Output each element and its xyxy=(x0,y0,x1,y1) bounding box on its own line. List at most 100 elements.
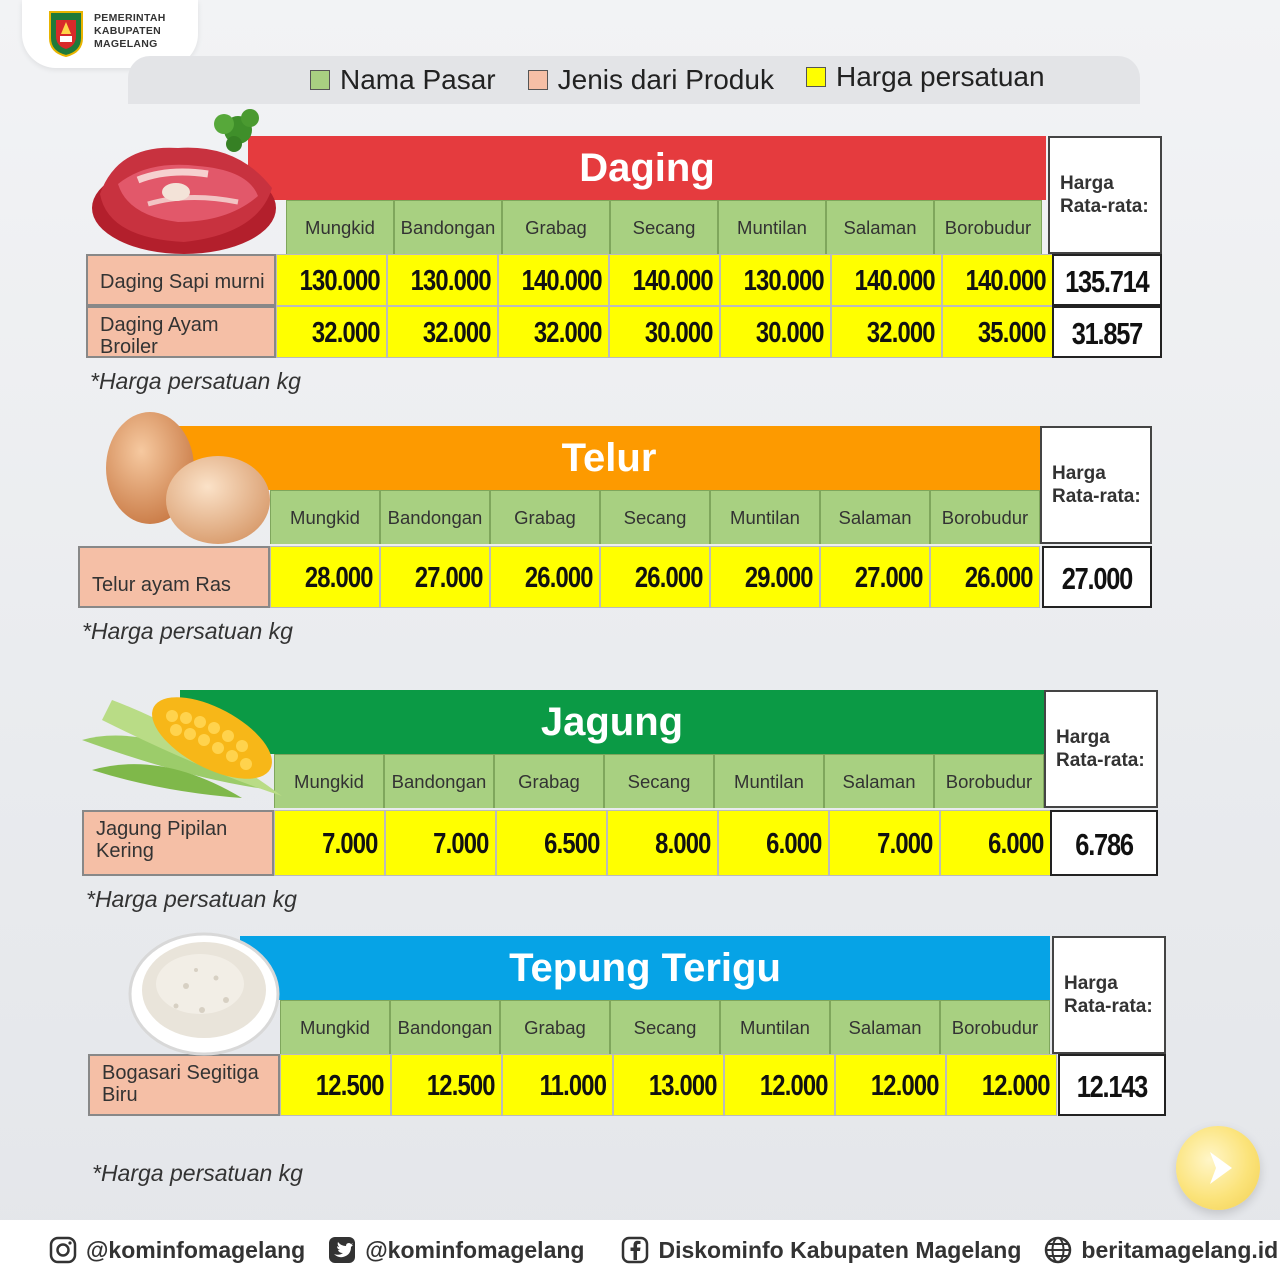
price-row: 32.000 32.000 32.000 30.000 30.000 32.000 35.0… xyxy=(276,306,1053,358)
product-name-line1: Telur ayam Ras xyxy=(92,574,231,596)
market-name: Secang xyxy=(610,1000,720,1054)
average-header: Harga Rata-rata: xyxy=(1048,136,1162,254)
price-cell: 13.000 xyxy=(613,1054,724,1116)
market-name: Secang xyxy=(604,754,714,808)
product-name-line2: Kering xyxy=(96,840,154,862)
meat-icon xyxy=(92,109,276,254)
section-title: Tepung Terigu xyxy=(240,936,1050,1000)
legend-item-product: Jenis dari Produk xyxy=(527,64,774,96)
product-name: Telur ayam Ras xyxy=(78,546,270,608)
product-name-line2: Broiler xyxy=(100,336,158,358)
next-button[interactable] xyxy=(1176,1126,1260,1210)
product-name: Daging Sapi murni xyxy=(86,254,276,306)
kabupaten-emblem-icon xyxy=(49,11,83,58)
footer-instagram-label: @kominfomagelang xyxy=(86,1236,306,1263)
product-name-line1: Daging Sapi murni xyxy=(100,271,265,293)
footer-instagram[interactable]: @kominfomagelang xyxy=(48,1235,305,1265)
price-row: 28.000 27.000 26.000 26.000 29.000 27.000 26.0… xyxy=(270,546,1040,608)
market-name: Borobudur xyxy=(940,1000,1050,1054)
average-header: Harga Rata-rata: xyxy=(1044,690,1158,808)
market-name: Secang xyxy=(600,490,710,544)
org-name: PEMERINTAH KABUPATEN MAGELANG xyxy=(94,12,194,51)
flour-bowl-icon xyxy=(128,932,280,1056)
product-name: Daging Ayam Broiler xyxy=(86,306,276,358)
price-cell: 12.000 xyxy=(835,1054,946,1116)
average-label-line1: Harga xyxy=(1060,173,1114,194)
market-name: Bandongan xyxy=(394,200,502,254)
price-cell: 26.000 xyxy=(490,546,600,608)
price-cell: 30.000 xyxy=(720,306,831,358)
price-cell: 12.000 xyxy=(724,1054,835,1116)
logo-badge: PEMERINTAH KABUPATEN MAGELANG xyxy=(22,0,198,68)
market-name: Salaman xyxy=(830,1000,940,1054)
price-cell: 32.000 xyxy=(276,306,387,358)
market-name: Mungkid xyxy=(286,200,394,254)
price-cell: 28.000 xyxy=(270,546,380,608)
price-cell: 7.000 xyxy=(829,810,940,876)
corn-icon xyxy=(82,697,282,798)
average-price: 135.714 xyxy=(1052,254,1162,306)
price-cell: 130.000 xyxy=(720,254,831,306)
twitter-icon xyxy=(329,1237,356,1263)
market-name: Bandongan xyxy=(390,1000,500,1054)
legend-label: Jenis dari Produk xyxy=(557,64,774,95)
price-cell: 6.000 xyxy=(940,810,1051,876)
average-label-line2: Rata-rata: xyxy=(1052,486,1141,507)
price-cell: 32.000 xyxy=(387,306,498,358)
average-label-line1: Harga xyxy=(1064,973,1118,994)
market-name: Salaman xyxy=(820,490,930,544)
price-cell: 12.500 xyxy=(391,1054,502,1116)
footer-website-label: beritamagelang.id xyxy=(1081,1236,1279,1263)
average-price: 31.857 xyxy=(1052,306,1162,358)
legend-item-price: Harga persatuan xyxy=(805,61,1045,93)
market-header-row: Mungkid Bandongan Grabag Secang Muntilan Sala… xyxy=(280,1000,1050,1054)
market-name: Bandongan xyxy=(380,490,490,544)
section-title: Jagung xyxy=(180,690,1044,754)
org-line-1: PEMERINTAH xyxy=(94,12,166,24)
market-name: Borobudur xyxy=(930,490,1040,544)
footer-facebook[interactable]: Diskominfo Kabupaten Magelang xyxy=(620,1235,1021,1265)
market-name: Bandongan xyxy=(384,754,494,808)
price-cell: 8.000 xyxy=(607,810,718,876)
unit-note: *Harga persatuan kg xyxy=(82,618,293,644)
market-name: Mungkid xyxy=(270,490,380,544)
price-row: 12.500 12.500 11.000 13.000 12.000 12.000 12.0… xyxy=(280,1054,1057,1116)
footer-facebook-label: Diskominfo Kabupaten Magelang xyxy=(658,1236,1022,1263)
price-cell: 140.000 xyxy=(609,254,720,306)
market-name: Muntilan xyxy=(714,754,824,808)
average-header: Harga Rata-rata: xyxy=(1052,936,1166,1054)
average-label-line2: Rata-rata: xyxy=(1060,196,1149,217)
market-name: Borobudur xyxy=(934,754,1044,808)
price-cell: 30.000 xyxy=(609,306,720,358)
product-name-line1: Jagung Pipilan xyxy=(96,818,228,840)
price-cell: 32.000 xyxy=(498,306,609,358)
price-cell: 7.000 xyxy=(385,810,496,876)
price-cell: 130.000 xyxy=(387,254,498,306)
market-name: Muntilan xyxy=(710,490,820,544)
price-cell: 140.000 xyxy=(942,254,1053,306)
org-line-3: MAGELANG xyxy=(94,38,158,50)
legend-label: Harga persatuan xyxy=(835,61,1045,92)
legend-swatch xyxy=(805,67,826,87)
average-price: 12.143 xyxy=(1058,1054,1166,1116)
footer-twitter[interactable]: @kominfomagelang xyxy=(327,1235,584,1265)
average-price: 27.000 xyxy=(1042,546,1152,608)
average-label-line1: Harga xyxy=(1056,727,1110,748)
legend-swatch xyxy=(527,70,548,90)
unit-note: *Harga persatuan kg xyxy=(90,368,301,394)
egg-icon xyxy=(106,412,270,544)
price-cell: 140.000 xyxy=(831,254,942,306)
product-name-line2: Biru xyxy=(102,1084,138,1106)
legend-item-market: Nama Pasar xyxy=(310,64,496,96)
price-row: 7.000 7.000 6.500 8.000 6.000 7.000 6.000 xyxy=(274,810,1051,876)
market-header-row: Mungkid Bandongan Grabag Secang Muntilan Sala… xyxy=(286,200,1042,254)
market-name: Mungkid xyxy=(274,754,384,808)
market-name: Salaman xyxy=(824,754,934,808)
market-header-row: Mungkid Bandongan Grabag Secang Muntilan Sala… xyxy=(270,490,1040,544)
market-name: Secang xyxy=(610,200,718,254)
price-cell: 35.000 xyxy=(942,306,1053,358)
price-cell: 26.000 xyxy=(600,546,710,608)
facebook-icon xyxy=(622,1236,649,1264)
footer-website[interactable]: beritamagelang.id xyxy=(1043,1235,1278,1265)
market-header-row: Mungkid Bandongan Grabag Secang Muntilan Sala… xyxy=(274,754,1044,808)
